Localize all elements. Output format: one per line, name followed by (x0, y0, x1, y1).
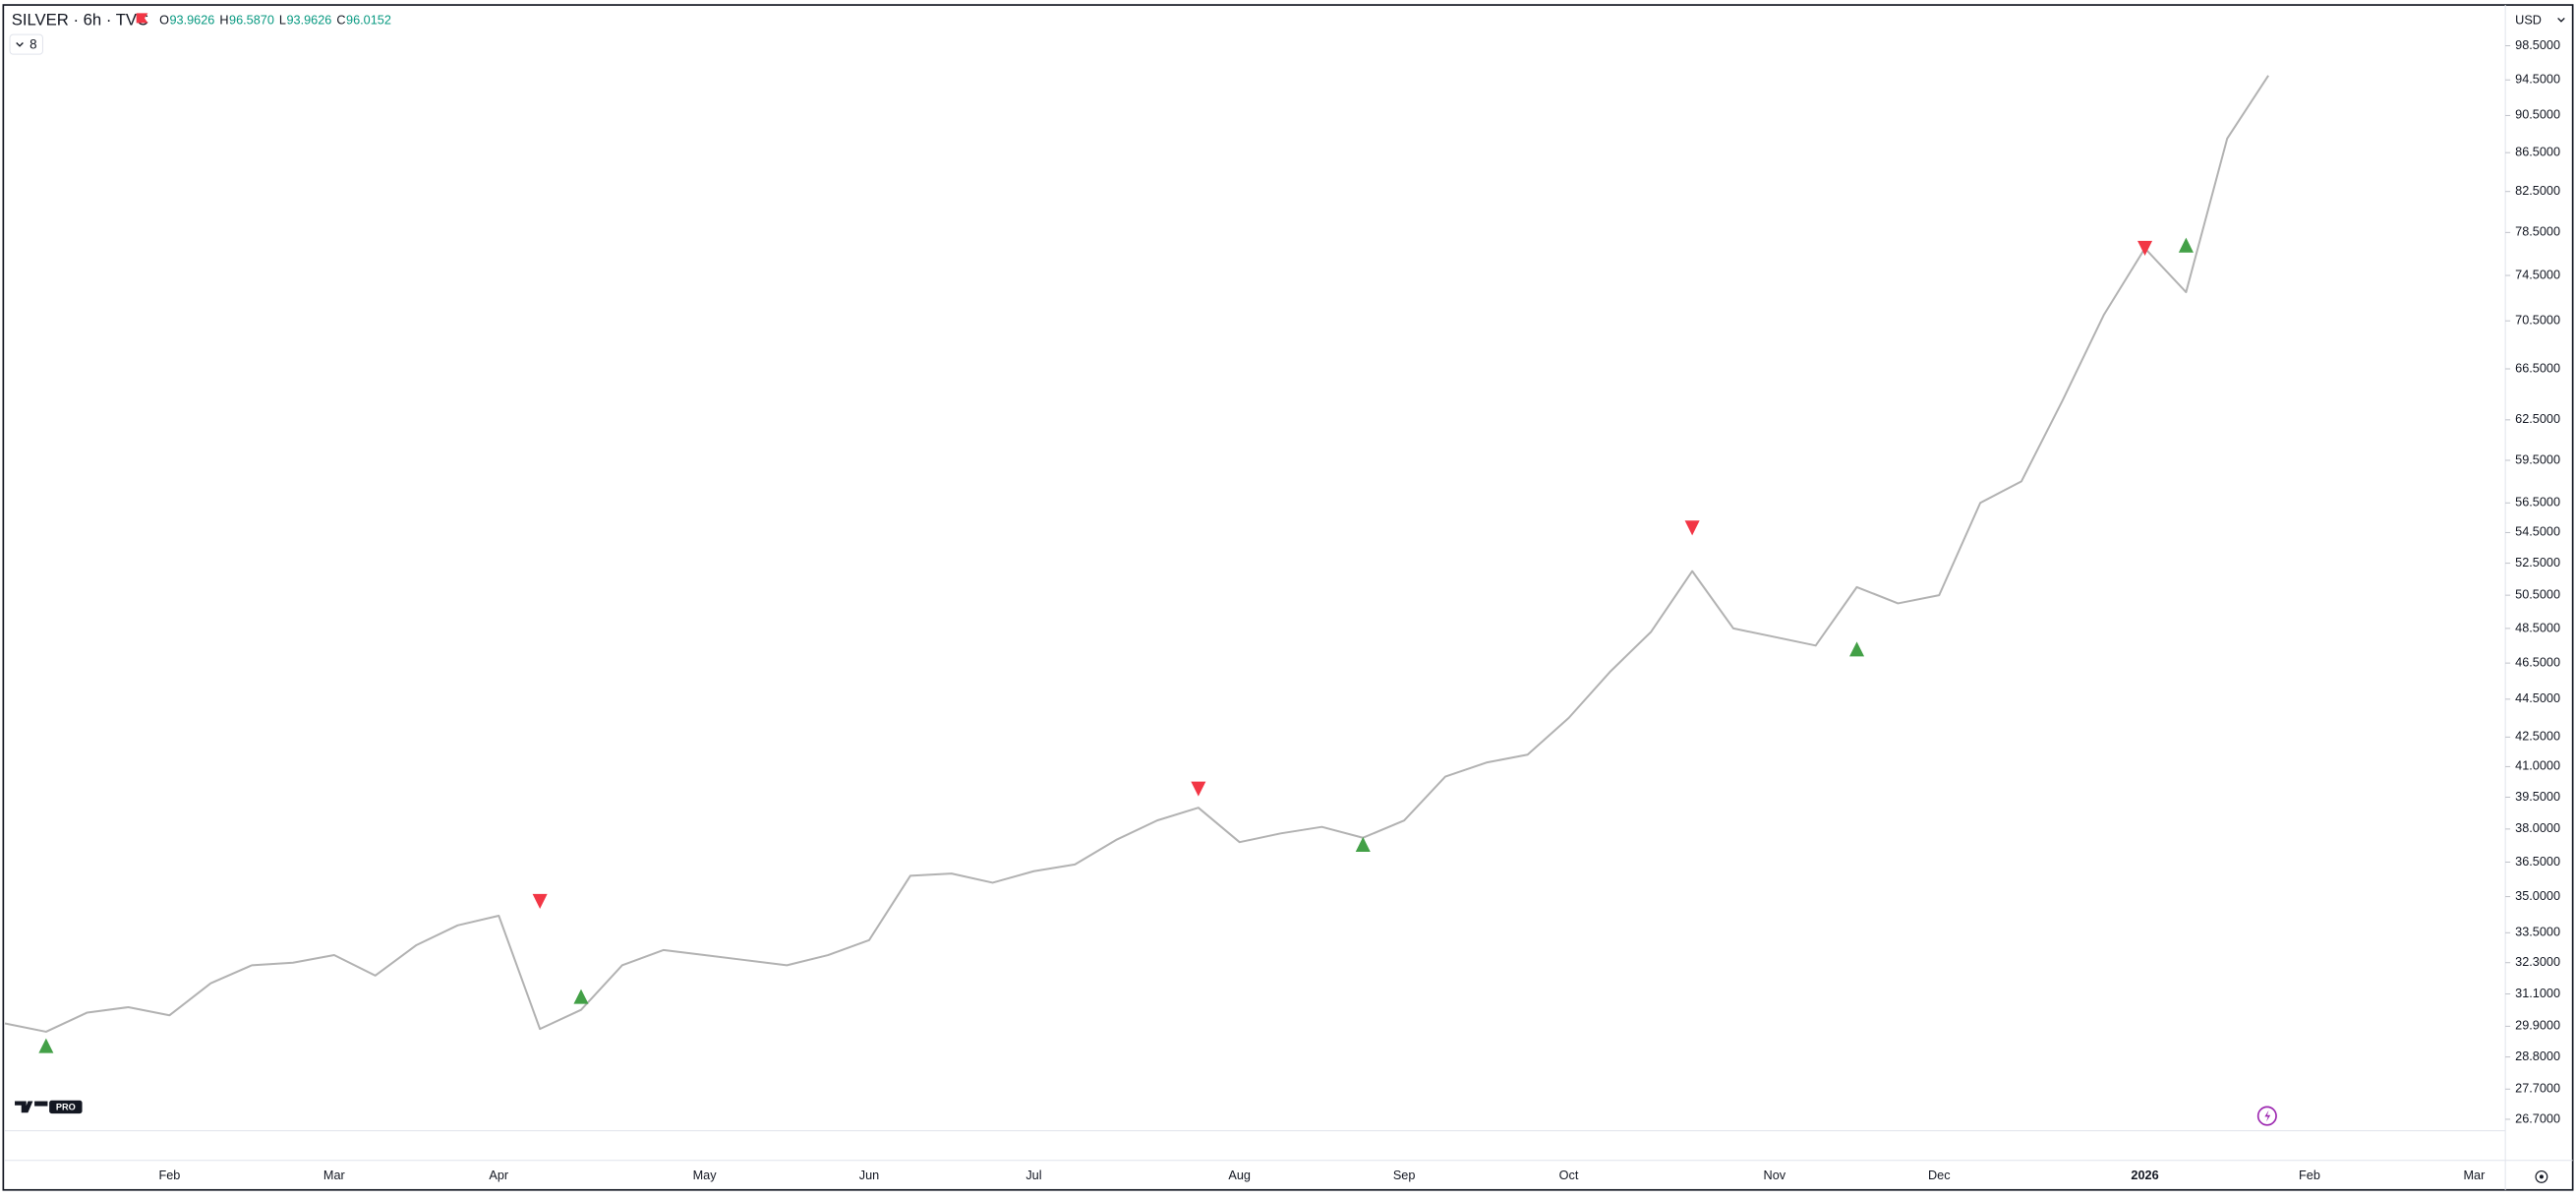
sell-signal (532, 893, 548, 909)
y-tick-label: 94.5000 (2515, 73, 2560, 87)
y-tick-label: 82.5000 (2515, 184, 2560, 198)
y-tick-label: 27.7000 (2515, 1082, 2560, 1096)
x-tick-label: Mar (2463, 1169, 2486, 1182)
y-tick-label: 62.5000 (2515, 412, 2560, 426)
x-tick-label: Sep (1393, 1169, 1416, 1182)
ohlc-key: C (336, 13, 345, 27)
logo-badge-text: PRO (56, 1102, 76, 1111)
frame (2, 4, 2574, 1191)
settings-button[interactable] (2535, 1169, 2548, 1183)
lightning-button[interactable] (2256, 1106, 2277, 1126)
y-tick-label: 39.5000 (2515, 790, 2560, 804)
x-tick-label: Feb (2299, 1169, 2320, 1182)
y-tick-label: 78.5000 (2515, 225, 2560, 239)
y-tick-label: 50.5000 (2515, 587, 2560, 601)
x-tick-label: Jun (859, 1169, 879, 1182)
ohlc-key: H (219, 13, 228, 27)
x-tick-label: Aug (1228, 1169, 1251, 1182)
y-tick-label: 33.5000 (2515, 926, 2560, 939)
logo-mark (34, 1101, 48, 1107)
x-tick-label: Mar (323, 1169, 346, 1182)
y-tick-label: 32.3000 (2515, 955, 2560, 969)
x-tick-label: Apr (489, 1169, 509, 1182)
y-tick-label: 29.9000 (2515, 1019, 2560, 1033)
y-tick-label: 46.5000 (2515, 655, 2560, 669)
ohlc-value: 96.5870 (229, 13, 274, 27)
tv-logo: PRO (15, 1100, 83, 1114)
settings-icon (2539, 1174, 2544, 1179)
buy-signal (1355, 836, 1371, 852)
ohlc-key: L (279, 13, 286, 27)
y-tick-label: 59.5000 (2515, 452, 2560, 466)
y-tick-label: 36.5000 (2515, 855, 2560, 869)
x-tick-label: May (693, 1169, 718, 1182)
x-tick-label: Nov (1764, 1169, 1786, 1182)
y-tick-label: 70.5000 (2515, 314, 2560, 328)
currency[interactable]: USD (2515, 13, 2542, 27)
x-tick-label: 2026 (2131, 1169, 2158, 1182)
chevron-icon (16, 42, 24, 47)
lightning-icon (2264, 1109, 2271, 1122)
x-tick-label: Oct (1559, 1169, 1579, 1182)
y-tick-label: 41.0000 (2515, 759, 2560, 773)
indicators-count: 8 (29, 37, 36, 52)
flag-icon[interactable] (136, 13, 148, 24)
y-tick-label: 66.5000 (2515, 361, 2560, 375)
ohlc-value: 93.9626 (169, 13, 214, 27)
price-line (4, 75, 2269, 1033)
y-tick-label: 42.5000 (2515, 730, 2560, 744)
x-tick-label: Feb (159, 1169, 181, 1182)
logo-mark (15, 1101, 33, 1113)
currency-dropdown[interactable] (2557, 17, 2565, 23)
ohlc-value: 93.9626 (286, 13, 331, 27)
y-tick-label: 48.5000 (2515, 621, 2560, 634)
y-tick-label: 98.5000 (2515, 38, 2560, 52)
buy-signal (573, 989, 589, 1004)
indicators-toggle[interactable] (9, 33, 43, 55)
y-tick-label: 28.8000 (2515, 1049, 2560, 1063)
sell-signal (2137, 240, 2153, 256)
y-tick-label: 54.5000 (2515, 525, 2560, 539)
y-tick-label: 74.5000 (2515, 268, 2560, 281)
symbol-title[interactable]: SILVER · 6h · TVC (12, 10, 148, 29)
y-tick-label: 90.5000 (2515, 108, 2560, 122)
ohlc-key: O (159, 13, 169, 27)
y-tick-label: 38.0000 (2515, 821, 2560, 835)
buy-signal (2178, 237, 2194, 253)
ohlc-value: 96.0152 (346, 13, 391, 27)
y-tick-label: 56.5000 (2515, 496, 2560, 510)
y-tick-label: 52.5000 (2515, 556, 2560, 570)
y-tick-label: 26.7000 (2515, 1111, 2560, 1125)
y-tick-label: 86.5000 (2515, 146, 2560, 159)
ohlc-legend: O 93.9626 H 96.5870 L 93.9626 C 96.0152 (159, 13, 391, 27)
x-tick-label: Jul (1025, 1169, 1041, 1182)
sell-signal (1191, 781, 1206, 797)
sell-signal (1684, 520, 1700, 536)
logo-badge (49, 1100, 83, 1114)
x-tick-label: Dec (1928, 1169, 1951, 1182)
buy-signal (38, 1038, 54, 1053)
buy-signal (1849, 641, 1865, 657)
y-tick-label: 44.5000 (2515, 691, 2560, 705)
y-tick-label: 35.0000 (2515, 889, 2560, 903)
y-tick-label: 31.1000 (2515, 987, 2560, 1000)
